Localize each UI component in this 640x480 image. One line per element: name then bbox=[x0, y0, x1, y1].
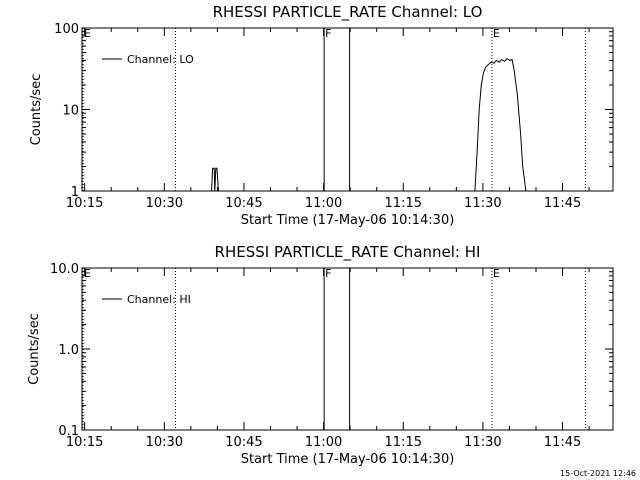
x-tick-label: 11:45 bbox=[544, 196, 581, 211]
x-axis-label: Start Time (17-May-06 10:14:30) bbox=[241, 213, 455, 228]
x-tick-label: 10:15 bbox=[66, 196, 103, 211]
x-tick-label: 11:30 bbox=[464, 196, 501, 211]
flag-label: F bbox=[325, 27, 331, 40]
x-tick-label: 10:15 bbox=[66, 435, 103, 450]
flag-label: F bbox=[325, 267, 331, 280]
flag-label: E bbox=[493, 267, 500, 280]
x-tick-label: 11:00 bbox=[305, 435, 342, 450]
y-tick-label: 1.0 bbox=[58, 343, 79, 358]
x-tick-label: 10:45 bbox=[225, 435, 262, 450]
x-tick-label: 11:00 bbox=[305, 196, 342, 211]
flag-label: E bbox=[84, 267, 91, 280]
chart-title: RHESSI PARTICLE_RATE Channel: HI bbox=[215, 243, 481, 262]
plot-timestamp: 15-Oct-2021 12:46 bbox=[560, 469, 636, 478]
flag-label: E bbox=[493, 27, 500, 40]
legend-label: Channel: LO bbox=[127, 53, 194, 66]
x-tick-label: 11:45 bbox=[544, 435, 581, 450]
x-axis-label: Start Time (17-May-06 10:14:30) bbox=[241, 452, 455, 467]
y-axis-label: Counts/sec bbox=[29, 74, 44, 146]
y-tick-label: 0.1 bbox=[58, 424, 79, 439]
y-axis-label: Counts/sec bbox=[27, 313, 42, 385]
y-tick-label: 100 bbox=[54, 22, 79, 37]
x-tick-label: 10:30 bbox=[146, 196, 183, 211]
x-tick-label: 10:30 bbox=[146, 435, 183, 450]
legend-label: Channel: HI bbox=[127, 293, 191, 306]
x-tick-label: 10:45 bbox=[225, 196, 262, 211]
x-tick-label: 11:15 bbox=[385, 435, 422, 450]
y-tick-label: 1 bbox=[71, 185, 79, 200]
panel-1: RHESSI PARTICLE_RATE Channel: LO 10:15 10:… bbox=[29, 3, 614, 228]
flag-label: E bbox=[84, 27, 91, 40]
x-tick-label: 11:15 bbox=[385, 196, 422, 211]
x-tick-label: 11:30 bbox=[464, 435, 501, 450]
series-line bbox=[211, 58, 527, 192]
chart-title: RHESSI PARTICLE_RATE Channel: LO bbox=[213, 3, 483, 22]
y-tick-label: 10 bbox=[62, 104, 79, 119]
panel-2: RHESSI PARTICLE_RATE Channel: HI 10:15 10:… bbox=[27, 243, 614, 467]
y-tick-label: 10.0 bbox=[50, 262, 79, 277]
